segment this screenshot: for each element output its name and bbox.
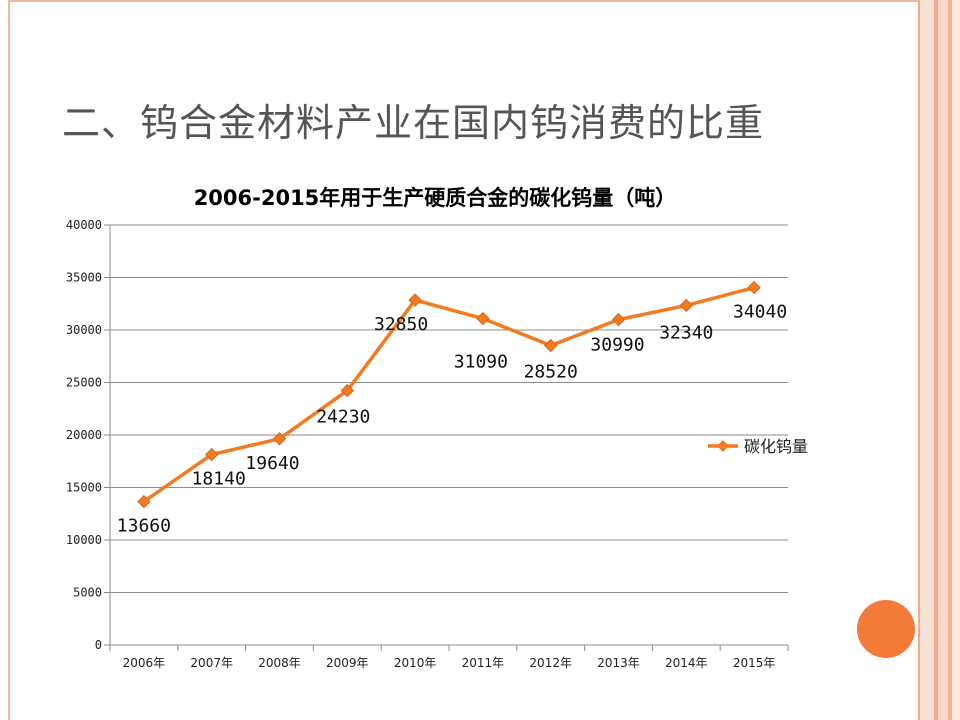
x-tick-label: 2012年 [529, 656, 572, 670]
data-label: 32340 [659, 322, 713, 343]
decor-circle [857, 600, 915, 658]
data-label: 30990 [590, 335, 644, 356]
data-point [340, 383, 355, 398]
data-point [272, 432, 287, 446]
x-tick-label: 2014年 [665, 656, 708, 670]
legend-label: 碳化钨量 [744, 437, 808, 456]
y-tick-label: 10000 [66, 533, 102, 547]
x-tick-label: 2009年 [326, 656, 369, 670]
axes: 0 5000 10000 15000 20000 25000 30000 35000 40000… [66, 218, 789, 670]
data-label: 31090 [454, 352, 508, 373]
x-tick-label: 2015年 [733, 656, 776, 670]
gridlines [110, 224, 788, 593]
legend-marker [717, 440, 729, 452]
y-tick-label: 15000 [66, 481, 102, 495]
decor-stripe [918, 0, 920, 720]
series-layer [137, 280, 761, 509]
decor-stripe [952, 0, 960, 720]
data-label: 34040 [733, 302, 787, 323]
data-point [408, 293, 422, 307]
series-line [142, 285, 755, 504]
x-tick-label: 2006年 [123, 656, 166, 670]
data-label: 18140 [192, 469, 246, 490]
x-tick-label: 2013年 [597, 656, 640, 670]
y-tick-label: 20000 [66, 428, 102, 442]
data-label: 28520 [524, 362, 578, 383]
slide-title: 二、钨合金材料产业在国内钨消费的比重 [62, 101, 765, 145]
y-tick-label: 40000 [66, 218, 102, 232]
data-point [543, 338, 558, 353]
slide-frame-left [8, 0, 10, 720]
y-tick-label: 35000 [66, 271, 102, 285]
data-point [747, 280, 761, 295]
data-point [476, 311, 490, 326]
data-point [204, 447, 219, 462]
decor-stripe [934, 0, 938, 720]
data-label: 32850 [374, 314, 428, 335]
y-tick-label: 0 [95, 638, 102, 652]
x-tick-label: 2011年 [462, 656, 505, 670]
data-point [137, 494, 151, 509]
data-point [611, 312, 626, 327]
chart-title: 2006-2015年用于生产硬质合金的碳化钨量（吨） [194, 186, 677, 210]
x-tick-label: 2010年 [394, 656, 437, 670]
x-tick-label: 2007年 [190, 656, 233, 670]
decor-stripe [938, 0, 948, 720]
data-label: 19640 [245, 453, 299, 474]
y-tick-label: 30000 [66, 323, 102, 337]
data-label: 13660 [117, 516, 171, 537]
data-label: 24230 [316, 407, 370, 428]
legend: 碳化钨量 [708, 437, 808, 456]
decor-stripe [920, 0, 934, 720]
data-point [679, 298, 694, 313]
x-tick-label: 2008年 [258, 656, 301, 670]
y-tick-label: 5000 [73, 586, 102, 600]
slide-frame-top [8, 0, 918, 2]
y-tick-label: 25000 [66, 376, 102, 390]
decor-stripe [948, 0, 952, 720]
